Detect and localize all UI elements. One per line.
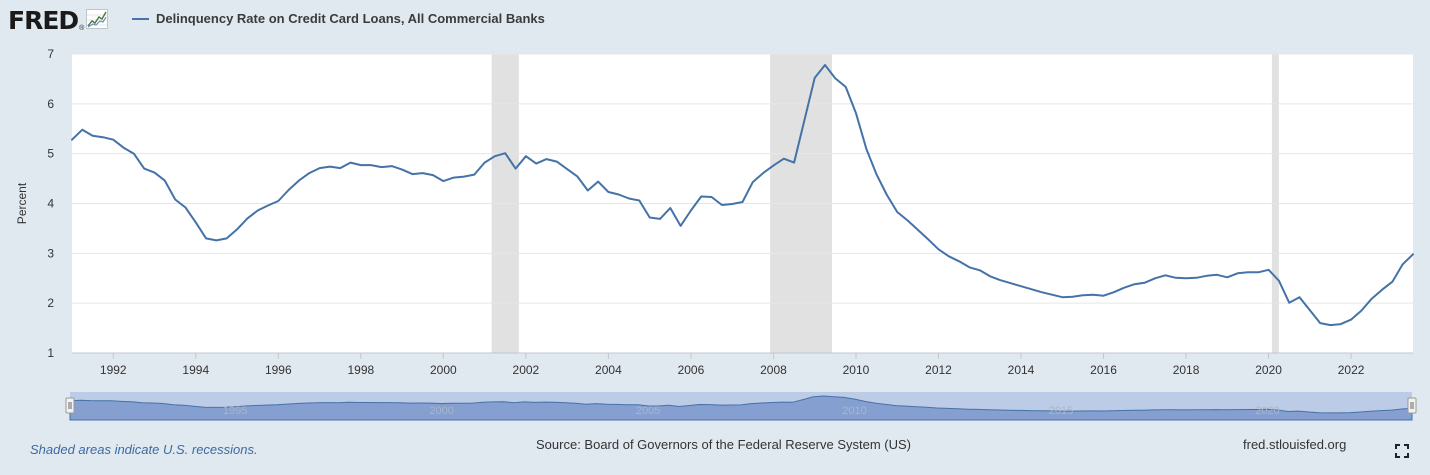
plot-area: 1 2 3 4 5 6 7 1992 1994 1996 1998 2000 2002 2004 2006 2… — [15, 47, 1414, 377]
y-tick-label: 1 — [47, 346, 54, 360]
y-tick-label: 4 — [47, 197, 54, 211]
y-tick-label: 5 — [47, 147, 54, 161]
navigator[interactable]: 1995 2000 2005 2010 2015 2020 — [65, 392, 1417, 421]
fred-logo-text: FRED — [8, 6, 79, 35]
navigator-series-area — [69, 395, 1413, 421]
x-tick-label: 2010 — [843, 363, 870, 377]
y-tick-label: 3 — [47, 246, 54, 260]
handle-body — [1407, 397, 1417, 414]
fred-url[interactable]: fred.stlouisfed.org — [1243, 437, 1347, 452]
y-tick-label: 6 — [47, 97, 54, 111]
fullscreen-icon[interactable] — [1394, 443, 1410, 459]
x-tick-label: 2002 — [513, 363, 540, 377]
fred-logo[interactable]: FRED ® — [8, 6, 109, 35]
legend-item[interactable]: Delinquency Rate on Credit Card Loans, A… — [132, 11, 545, 26]
navigator-left-handle[interactable] — [65, 397, 75, 414]
navigator-tick-label: 2000 — [429, 405, 453, 417]
navigator-right-handle[interactable] — [1407, 397, 1417, 414]
navigator-tick-label: 2010 — [842, 405, 866, 417]
x-tick-label: 2004 — [595, 363, 622, 377]
x-tick-label: 2006 — [678, 363, 705, 377]
y-tick-label: 7 — [47, 47, 54, 61]
x-tick-label: 2012 — [925, 363, 952, 377]
navigator-tick-label: 2020 — [1255, 405, 1279, 417]
x-tick-label: 2000 — [430, 363, 457, 377]
x-tick-label: 2020 — [1255, 363, 1282, 377]
navigator-tick-label: 1995 — [223, 405, 247, 417]
x-tick-label: 2014 — [1008, 363, 1035, 377]
x-tick-label: 1994 — [182, 363, 209, 377]
series-title: Delinquency Rate on Credit Card Loans, A… — [156, 11, 545, 26]
x-tick-label: 2022 — [1338, 363, 1365, 377]
chart-header: FRED ® Delinquency Rate on Credit Card L… — [0, 0, 1430, 44]
navigator-tick-label: 2005 — [636, 405, 660, 417]
y-axis-label: Percent — [15, 182, 29, 224]
y-tick-label: 2 — [47, 296, 54, 310]
source-text: Source: Board of Governors of the Federa… — [536, 437, 911, 452]
fred-logo-graph-icon — [86, 9, 109, 29]
legend-line-swatch — [132, 17, 149, 20]
registered-mark: ® — [79, 25, 85, 32]
recession-note: Shaded areas indicate U.S. recessions. — [30, 442, 258, 457]
x-tick-label: 1998 — [347, 363, 374, 377]
x-tick-label: 2018 — [1173, 363, 1200, 377]
x-tick-label: 1996 — [265, 363, 292, 377]
x-tick-label: 2016 — [1090, 363, 1117, 377]
x-tick-label: 2008 — [760, 363, 787, 377]
series-line — [71, 64, 1414, 327]
navigator-tick-label: 2015 — [1049, 405, 1073, 417]
handle-body — [65, 397, 75, 414]
x-tick-label: 1992 — [100, 363, 127, 377]
